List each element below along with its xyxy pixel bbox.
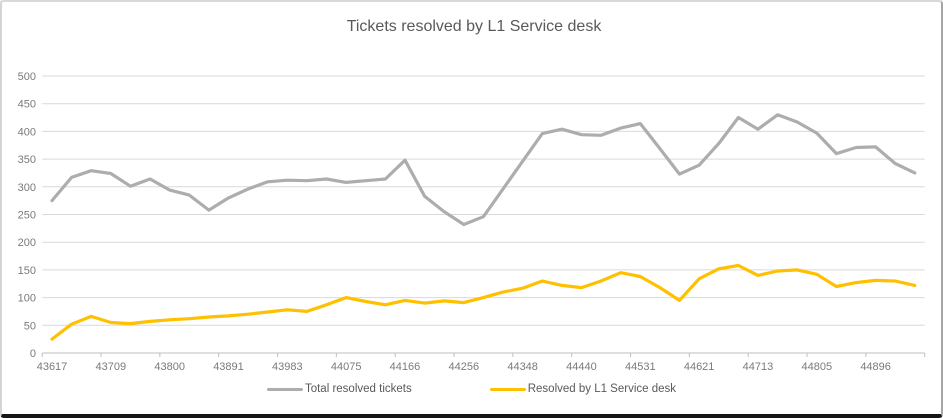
svg-text:44166: 44166 [390,361,421,373]
svg-text:450: 450 [18,99,36,111]
svg-text:44621: 44621 [684,361,715,373]
svg-text:400: 400 [18,126,36,138]
svg-text:300: 300 [18,182,36,194]
chart-title: Tickets resolved by L1 Service desk [347,18,603,35]
svg-text:44531: 44531 [625,361,656,373]
svg-text:200: 200 [18,237,36,249]
legend-swatch-l1-line [489,387,526,391]
legend-label-l1: Resolved by L1 Service desk [527,383,677,395]
svg-text:150: 150 [18,265,36,277]
svg-text:43891: 43891 [213,361,244,373]
svg-text:44256: 44256 [449,361,480,373]
svg-text:50: 50 [24,320,36,332]
svg-text:350: 350 [18,154,36,166]
legend-item-total: Total resolved tickets [266,383,412,395]
svg-text:250: 250 [18,210,36,222]
svg-text:0: 0 [30,348,36,360]
svg-text:44075: 44075 [331,361,362,373]
legend-item-l1: Resolved by L1 Service desk [489,383,677,395]
legend-label-total: Total resolved tickets [304,383,412,395]
y-axis-labels: 0 50 100 150 200 250 300 350 400 450 500 [18,71,36,360]
svg-text:44440: 44440 [566,361,597,373]
svg-text:44348: 44348 [507,361,538,373]
svg-text:43800: 43800 [154,361,185,373]
svg-text:43709: 43709 [96,361,127,373]
series-lines [50,113,917,341]
legend: Total resolved tickets Resolved by L1 Se… [2,383,941,395]
legend-swatch-total-line [266,387,303,391]
svg-text:100: 100 [18,293,36,305]
svg-text:500: 500 [18,71,36,83]
svg-text:44896: 44896 [860,361,891,373]
x-axis: 43617 43709 43800 43891 43983 44075 44166 44256… [37,353,926,373]
svg-text:43617: 43617 [37,361,68,373]
svg-text:44805: 44805 [801,361,832,373]
line-chart: Tickets resolved by L1 Service desk 0 50 1… [18,18,926,373]
svg-text:43983: 43983 [272,361,303,373]
svg-text:44713: 44713 [743,361,774,373]
